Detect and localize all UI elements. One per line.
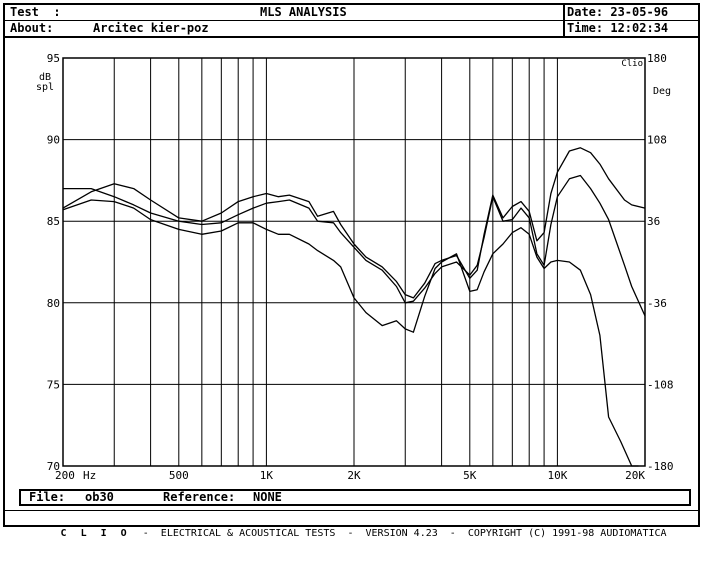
- y-axis-label-db: dB: [39, 72, 51, 83]
- y-tick-label: 70: [47, 460, 60, 473]
- mls-frequency-chart: 95 90 85 80 75 70 180 108 36 -36 -108 -180 200 500 1K 2…: [36, 52, 674, 482]
- chart-labels: 95 90 85 80 75 70 180 108 36 -36 -108 -180 200 500 1K 2…: [36, 52, 674, 482]
- y2-tick-label: -36: [647, 297, 667, 310]
- file-label: File:: [29, 490, 66, 504]
- page-title: MLS ANALYSIS: [260, 5, 347, 19]
- clio-window: Test : MLS ANALYSIS Date: 23-05-96 About…: [3, 3, 700, 539]
- clio-corner-label: Clio: [621, 59, 643, 69]
- y2-tick-label: -180: [647, 460, 674, 473]
- y2-axis-label: Deg: [653, 86, 671, 97]
- time-label: Time:: [567, 21, 604, 35]
- response-curve-1: [62, 147, 646, 299]
- chart-curves: [62, 147, 646, 467]
- y2-tick-label: 108: [647, 134, 667, 147]
- brand-name: C L I O: [60, 528, 131, 539]
- x-unit-label: Hz: [83, 469, 96, 482]
- x-tick-label: 2K: [347, 469, 361, 482]
- header-row-about: About: Arcitec kier-poz Time: 12:02:34: [5, 21, 698, 38]
- x-tick-label: 10K: [547, 469, 567, 482]
- y2-tick-label: -108: [647, 378, 674, 391]
- test-label: Test :: [10, 5, 61, 19]
- reference-value: NONE: [253, 490, 282, 504]
- x-tick-label: 1K: [260, 469, 274, 482]
- response-curve-3: [62, 199, 639, 467]
- header-row-test: Test : MLS ANALYSIS Date: 23-05-96: [5, 5, 698, 21]
- y-tick-label: 95: [47, 52, 60, 65]
- date-readout: Date: 23-05-96: [567, 5, 668, 20]
- y2-tick-label: 180: [647, 52, 667, 65]
- response-curve-2: [63, 174, 646, 317]
- y-axis-label-spl: spl: [36, 82, 54, 93]
- about-label: About:: [10, 21, 54, 35]
- status-footer: C L I O - ELECTRICAL & ACOUSTICAL TESTS …: [5, 510, 698, 539]
- time-value: 12:02:34: [610, 21, 669, 35]
- x-tick-label: 500: [169, 469, 189, 482]
- about-value: Arcitec kier-poz: [93, 21, 209, 35]
- file-value: ob30: [85, 490, 114, 504]
- y-tick-label: 80: [47, 297, 60, 310]
- date-label: Date:: [567, 5, 604, 19]
- reference-label: Reference:: [163, 490, 236, 504]
- y2-tick-label: 36: [647, 215, 660, 228]
- y-tick-label: 90: [47, 134, 60, 147]
- x-tick-label: 5K: [463, 469, 477, 482]
- x-tick-label: 200: [55, 469, 75, 482]
- chart-grid: [62, 57, 646, 467]
- header-divider: [563, 5, 565, 38]
- footer-tagline: - ELECTRICAL & ACOUSTICAL TESTS - VERSIO…: [142, 528, 667, 539]
- date-value: 23-05-96: [610, 5, 669, 19]
- x-tick-label: 20K: [625, 469, 645, 482]
- plot-frame: [62, 57, 646, 467]
- y-tick-label: 85: [47, 215, 60, 228]
- y-tick-label: 75: [47, 378, 60, 391]
- time-readout: Time: 12:02:34: [567, 21, 668, 36]
- file-bar: File: ob30 Reference: NONE: [19, 489, 691, 506]
